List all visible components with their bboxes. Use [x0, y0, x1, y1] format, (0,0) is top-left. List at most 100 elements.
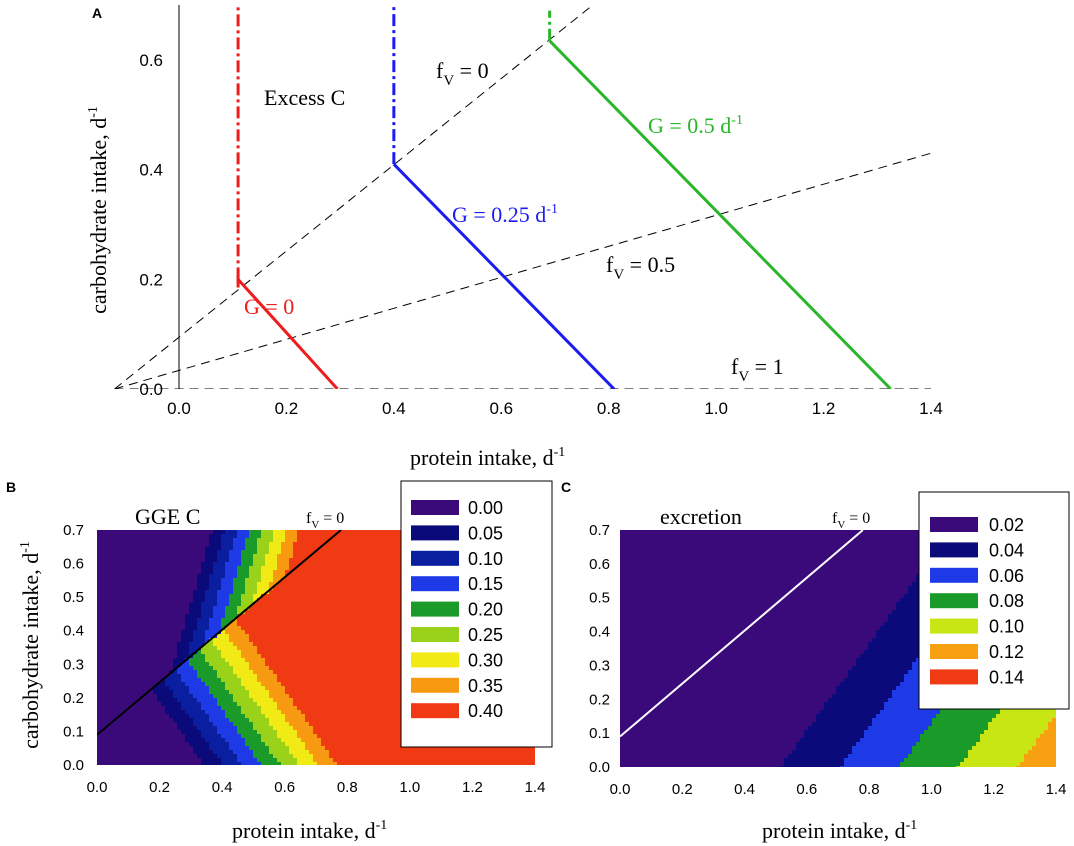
- heatmap-cell: [289, 758, 294, 763]
- heatmap-cell: [281, 534, 286, 539]
- heatmap-cell: [301, 634, 306, 639]
- heatmap-cell: [121, 690, 126, 695]
- heatmap-cell: [149, 750, 154, 755]
- heatmap-cell: [109, 710, 114, 715]
- heatmap-cell: [289, 638, 294, 643]
- heatmap-cell: [289, 622, 294, 627]
- heatmap-cell: [373, 538, 378, 543]
- heatmap-cell: [389, 722, 394, 727]
- heatmap-cell: [137, 734, 142, 739]
- heatmap-cell: [113, 606, 118, 611]
- heatmap-cell: [261, 570, 266, 575]
- heatmap-cell: [277, 622, 282, 627]
- heatmap-cell: [385, 538, 390, 543]
- heatmap-cell: [137, 682, 142, 687]
- heatmap-cell: [377, 562, 382, 567]
- heatmap-cell: [329, 638, 334, 643]
- heatmap-cell: [397, 650, 402, 655]
- heatmap-cell: [153, 566, 158, 571]
- heatmap-cell: [341, 558, 346, 563]
- heatmap-cell: [333, 746, 338, 751]
- heatmap-cell: [389, 678, 394, 683]
- heatmap-cell: [317, 610, 322, 615]
- heatmap-cell: [381, 710, 386, 715]
- heatmap-cell: [177, 638, 182, 643]
- heatmap-cell: [109, 622, 114, 627]
- heatmap-cell: [373, 598, 378, 603]
- heatmap-cell: [297, 714, 302, 719]
- heatmap-cell: [301, 542, 306, 547]
- heatmap-cell: [397, 578, 402, 583]
- heatmap-cell: [221, 642, 226, 647]
- heatmap-cell: [105, 686, 110, 691]
- heatmap-cell: [369, 566, 374, 571]
- heatmap-cell: [261, 614, 266, 619]
- heatmap-cell: [213, 530, 218, 535]
- heatmap-cell: [393, 646, 398, 651]
- heatmap-cell: [313, 706, 318, 711]
- heatmap-cell: [329, 650, 334, 655]
- heatmap-cell: [397, 614, 402, 619]
- heatmap-cell: [365, 558, 370, 563]
- heatmap-cell: [265, 646, 270, 651]
- heatmap-cell: [257, 630, 262, 635]
- heatmap-cell: [129, 738, 134, 743]
- heatmap-cell: [117, 662, 122, 667]
- heatmap-cell: [117, 646, 122, 651]
- heatmap-cell: [393, 710, 398, 715]
- heatmap-cell: [113, 666, 118, 671]
- heatmap-cell: [133, 654, 138, 659]
- heatmap-cell: [113, 534, 118, 539]
- heatmap-cell: [149, 562, 154, 567]
- heatmap-cell: [125, 622, 130, 627]
- heatmap-cell: [381, 694, 386, 699]
- heatmap-cell: [129, 750, 134, 755]
- heatmap-cell: [341, 538, 346, 543]
- heatmap-cell: [193, 682, 198, 687]
- heatmap-cell: [293, 602, 298, 607]
- heatmap-cell: [397, 690, 402, 695]
- heatmap-cell: [397, 750, 402, 755]
- heatmap-cell: [361, 742, 366, 747]
- heatmap-cell: [357, 718, 362, 723]
- heatmap-cell: [397, 530, 402, 535]
- heatmap-cell: [97, 562, 102, 567]
- heatmap-cell: [229, 594, 234, 599]
- heatmap-cell: [153, 610, 158, 615]
- heatmap-cell: [389, 546, 394, 551]
- heatmap-cell: [249, 530, 254, 535]
- heatmap-cell: [137, 578, 142, 583]
- heatmap-cell: [121, 762, 126, 765]
- heatmap-cell: [309, 590, 314, 595]
- heatmap-cell: [393, 738, 398, 743]
- heatmap-cell: [241, 690, 246, 695]
- heatmap-cell: [253, 562, 258, 567]
- heatmap-cell: [133, 682, 138, 687]
- heatmap-cell: [181, 634, 186, 639]
- heatmap-cell: [125, 610, 130, 615]
- heatmap-cell: [209, 626, 214, 631]
- heatmap-cell: [381, 586, 386, 591]
- heatmap-cell: [165, 586, 170, 591]
- heatmap-cell: [329, 602, 334, 607]
- heatmap-cell: [261, 698, 266, 703]
- heatmap-cell: [297, 590, 302, 595]
- heatmap-cell: [341, 710, 346, 715]
- heatmap-cell: [281, 686, 286, 691]
- heatmap-cell: [129, 558, 134, 563]
- heatmap-cell: [233, 674, 238, 679]
- heatmap-cell: [261, 582, 266, 587]
- heatmap-cell: [289, 606, 294, 611]
- heatmap-cell: [289, 562, 294, 567]
- heatmap-cell: [341, 650, 346, 655]
- heatmap-cell: [245, 554, 250, 559]
- heatmap-cell: [309, 614, 314, 619]
- heatmap-cell: [121, 546, 126, 551]
- heatmap-cell: [161, 694, 166, 699]
- heatmap-cell: [249, 558, 254, 563]
- heatmap-cell: [237, 658, 242, 663]
- heatmap-cell: [181, 554, 186, 559]
- heatmap-cell: [385, 694, 390, 699]
- heatmap-cell: [129, 730, 134, 735]
- heatmap-cell: [169, 718, 174, 723]
